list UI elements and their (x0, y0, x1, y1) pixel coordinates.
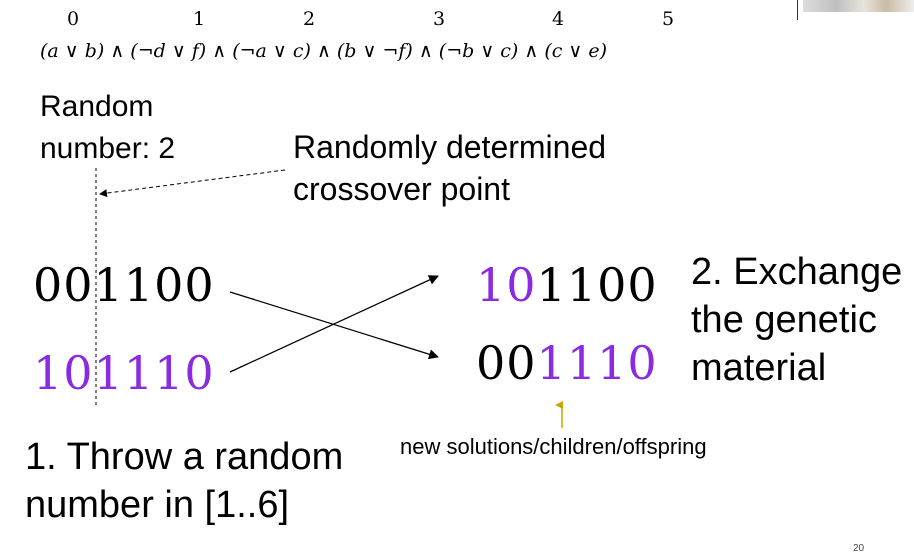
random-number-label-line2: number: 2 (40, 132, 176, 165)
clause-index-0: 0 (67, 8, 80, 30)
parent-1-left: 00 (33, 258, 94, 312)
child-2-left: 00 (476, 336, 537, 390)
parent-1-bits: 001100 (33, 258, 215, 312)
crossover-label-line1: Randomly determined (293, 129, 607, 165)
crossover-label-line2: crossover point (293, 171, 510, 207)
step2-line1: 2. Exchange (691, 251, 903, 293)
child-1-right: 1100 (536, 258, 658, 312)
step1-line2: number in [1..6] (25, 484, 290, 526)
clause-index-3: 3 (433, 8, 446, 30)
step1-line1: 1. Throw a random (25, 436, 344, 478)
parent-2-left: 10 (33, 346, 94, 400)
children-note: new solutions/children/offspring (400, 434, 707, 459)
cnf-formula: (a ∨ b) ∧ (¬d ∨ f) ∧ (¬a ∨ c) ∧ (b ∨ ¬f)… (40, 40, 608, 62)
parent-2-right: 1110 (93, 346, 215, 400)
page-number: 20 (853, 543, 865, 554)
clause-index-2: 2 (303, 8, 316, 30)
random-number-label-line1: Random (40, 90, 154, 123)
child-1-bits: 101100 (476, 258, 658, 312)
crossover-pointer-arrow (99, 169, 286, 198)
thumbnail-image (803, 0, 914, 12)
cross-arrow-p2-to-c1 (229, 275, 439, 373)
step2-line2: the genetic (691, 299, 877, 341)
child-2-right: 1110 (536, 336, 658, 390)
clause-index-5: 5 (662, 8, 675, 30)
child-2-bits: 001110 (476, 336, 658, 390)
child-1-left: 10 (476, 258, 537, 312)
parent-1-right: 1100 (93, 258, 215, 312)
parent-2-bits: 101110 (33, 346, 215, 400)
slide-edge-line (797, 0, 798, 20)
clause-index-1: 1 (193, 8, 206, 30)
clause-index-4: 4 (552, 8, 565, 30)
step2-line3: material (691, 347, 827, 389)
